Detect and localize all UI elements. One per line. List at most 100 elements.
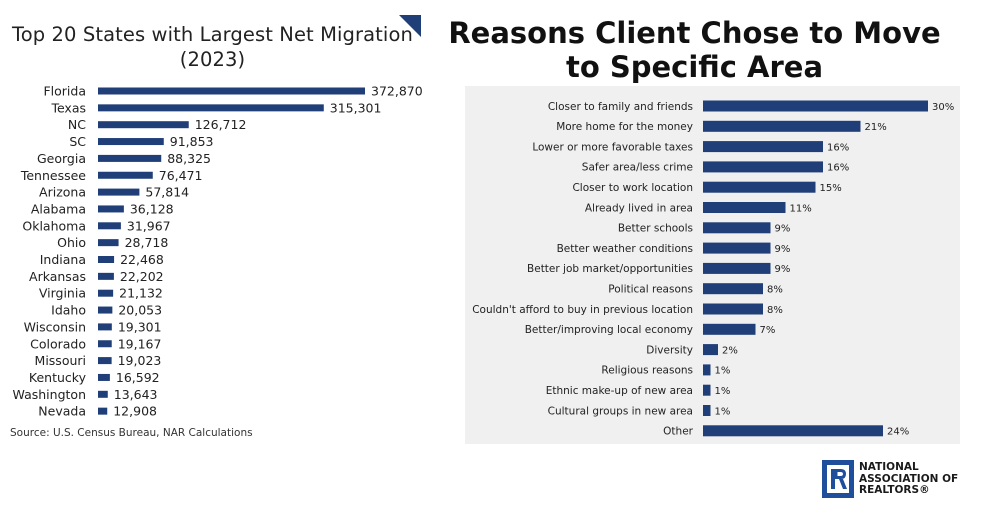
reason-label-already-lived-in-area: Already lived in area xyxy=(585,202,693,214)
state-label-florida: Florida xyxy=(43,84,86,99)
reason-label-political-reasons: Political reasons xyxy=(608,284,693,296)
state-bar-oklahoma xyxy=(98,222,121,230)
state-bar-tennessee xyxy=(98,171,153,179)
state-label-washington: Washington xyxy=(13,387,86,402)
state-value-oklahoma: 31,967 xyxy=(127,218,171,233)
state-value-sc: 91,853 xyxy=(170,134,214,149)
state-label-missouri: Missouri xyxy=(35,353,86,368)
reason-label-closer-to-family-and-friends: Closer to family and friends xyxy=(548,101,693,113)
reason-label-closer-to-work-location: Closer to work location xyxy=(572,182,693,194)
reason-bar-more-home-for-the-money xyxy=(703,120,861,132)
state-value-nevada: 12,908 xyxy=(113,404,157,419)
state-value-colorado: 19,167 xyxy=(118,336,162,351)
reason-value-better-improving-local-economy: 7% xyxy=(760,325,776,336)
reason-label-better-schools: Better schools xyxy=(618,223,693,235)
reason-label-more-home-for-the-money: More home for the money xyxy=(556,121,693,133)
reason-bar-religious-reasons xyxy=(703,364,711,376)
reason-value-religious-reasons: 1% xyxy=(715,366,731,377)
state-value-indiana: 22,468 xyxy=(120,252,164,267)
state-label-arkansas: Arkansas xyxy=(29,269,86,284)
nar-logo: NATIONAL ASSOCIATION OF REALTORS® xyxy=(822,458,972,502)
source-note: Source: U.S. Census Bureau, NAR Calculat… xyxy=(10,427,253,439)
reason-value-closer-to-family-and-friends: 30% xyxy=(932,102,954,113)
state-bar-kentucky xyxy=(98,373,110,381)
state-label-texas: Texas xyxy=(50,100,86,115)
reason-label-safer-area-less-crime: Safer area/less crime xyxy=(582,162,693,174)
reason-label-better-improving-local-economy: Better/improving local economy xyxy=(525,324,693,336)
reason-label-lower-or-more-favorable-taxes: Lower or more favorable taxes xyxy=(532,141,693,153)
state-value-tennessee: 76,471 xyxy=(159,168,203,183)
reason-bar-ethnic-make-up-of-new-area xyxy=(703,384,711,396)
reason-bar-diversity xyxy=(703,344,718,356)
state-label-nevada: Nevada xyxy=(38,404,86,419)
state-bar-wisconsin xyxy=(98,323,112,331)
reason-value-other: 24% xyxy=(887,427,909,438)
state-label-oklahoma: Oklahoma xyxy=(22,218,86,233)
reason-bar-couldn-t-afford-to-buy-in-previous-location xyxy=(703,303,763,315)
state-bar-texas xyxy=(98,104,324,112)
reason-value-cultural-groups-in-new-area: 1% xyxy=(715,406,731,417)
reason-bar-already-lived-in-area xyxy=(703,202,786,213)
state-bar-sc xyxy=(98,138,164,146)
right-chart-title: Reasons Client Chose to Move to Specific… xyxy=(448,16,941,84)
state-value-arkansas: 22,202 xyxy=(120,269,164,284)
left-chart-title: Top 20 States with Largest Net Migration… xyxy=(12,23,413,71)
reason-bar-cultural-groups-in-new-area xyxy=(703,405,711,416)
reason-bar-better-improving-local-economy xyxy=(703,323,756,335)
state-value-texas: 315,301 xyxy=(330,100,382,115)
state-bar-nevada xyxy=(98,407,108,415)
corner-triangle-icon xyxy=(399,15,421,37)
reason-label-religious-reasons: Religious reasons xyxy=(601,365,693,377)
reason-value-diversity: 2% xyxy=(722,345,738,356)
reason-label-better-weather-conditions: Better weather conditions xyxy=(557,243,693,255)
reason-bar-better-job-market-opportunities xyxy=(703,262,771,274)
state-value-virginia: 21,132 xyxy=(119,286,163,301)
reason-label-better-job-market-opportunities: Better job market/opportunities xyxy=(527,263,693,275)
realtor-r-logo-icon xyxy=(822,460,854,498)
state-bar-arizona xyxy=(98,188,140,196)
state-value-missouri: 19,023 xyxy=(118,353,162,368)
state-label-idaho: Idaho xyxy=(51,303,86,318)
reason-value-political-reasons: 8% xyxy=(767,285,783,296)
state-label-tennessee: Tennessee xyxy=(20,168,86,183)
reason-bar-safer-area-less-crime xyxy=(703,161,823,173)
state-bar-nc xyxy=(98,121,189,129)
reason-label-couldn-t-afford-to-buy-in-previous-location: Couldn't afford to buy in previous locat… xyxy=(472,304,693,316)
reason-value-better-weather-conditions: 9% xyxy=(775,244,791,255)
state-value-wisconsin: 19,301 xyxy=(118,319,162,334)
state-bar-arkansas xyxy=(98,272,114,280)
state-bar-washington xyxy=(98,390,108,398)
logo-line-3: REALTORS® xyxy=(859,484,930,496)
state-bar-missouri xyxy=(98,357,112,365)
state-value-idaho: 20,053 xyxy=(118,303,162,318)
reason-value-better-schools: 9% xyxy=(775,224,791,235)
state-bar-alabama xyxy=(98,205,124,213)
state-value-alabama: 36,128 xyxy=(130,201,174,216)
reason-bar-better-weather-conditions xyxy=(703,242,771,254)
logo-line-1: NATIONAL xyxy=(859,461,919,473)
reason-bar-closer-to-family-and-friends xyxy=(703,100,928,112)
state-bar-florida xyxy=(98,87,365,95)
reason-value-ethnic-make-up-of-new-area: 1% xyxy=(715,386,731,397)
reason-value-safer-area-less-crime: 16% xyxy=(827,163,849,174)
reason-value-already-lived-in-area: 11% xyxy=(790,203,812,214)
reason-label-cultural-groups-in-new-area: Cultural groups in new area xyxy=(548,405,693,417)
reason-bar-better-schools xyxy=(703,222,771,234)
state-label-wisconsin: Wisconsin xyxy=(24,319,86,334)
reason-value-couldn-t-afford-to-buy-in-previous-location: 8% xyxy=(767,305,783,316)
logo-line-2: ASSOCIATION OF xyxy=(859,472,959,485)
state-label-arizona: Arizona xyxy=(39,185,86,200)
state-label-kentucky: Kentucky xyxy=(29,370,87,385)
state-bar-virginia xyxy=(98,289,114,297)
state-label-alabama: Alabama xyxy=(31,201,86,216)
reason-label-diversity: Diversity xyxy=(646,344,693,356)
state-value-florida: 372,870 xyxy=(371,84,423,99)
state-value-kentucky: 16,592 xyxy=(116,370,160,385)
state-label-georgia: Georgia xyxy=(37,151,86,166)
reason-value-closer-to-work-location: 15% xyxy=(820,183,842,194)
state-value-nc: 126,712 xyxy=(195,117,247,132)
reason-value-lower-or-more-favorable-taxes: 16% xyxy=(827,142,849,153)
state-label-ohio: Ohio xyxy=(57,235,86,250)
state-bar-georgia xyxy=(98,154,162,162)
